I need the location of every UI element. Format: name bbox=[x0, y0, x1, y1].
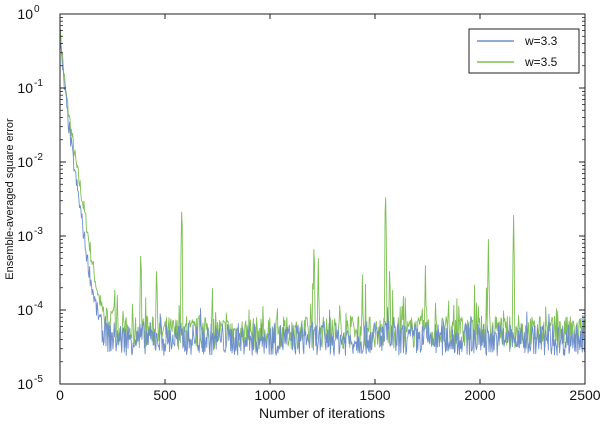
x-tick-label: 1500 bbox=[359, 387, 390, 403]
y-tick-label: 10 bbox=[17, 80, 33, 96]
y-tick-exponent: -4 bbox=[34, 300, 43, 311]
legend-box bbox=[468, 28, 580, 74]
legend-label-w33: w=3.3 bbox=[524, 34, 558, 48]
y-tick-label: 10 bbox=[17, 228, 33, 244]
x-axis-title: Number of iterations bbox=[259, 405, 385, 421]
series-line-w33 bbox=[59, 41, 586, 357]
x-ticks: 0 500 1000 1500 2000 2500 bbox=[56, 14, 601, 403]
y-tick-exponent: 0 bbox=[34, 4, 40, 15]
x-tick-label: 2500 bbox=[569, 387, 600, 403]
x-tick-label: 500 bbox=[153, 387, 177, 403]
y-tick-label: 10 bbox=[17, 154, 33, 170]
y-tick-label: 10 bbox=[17, 6, 33, 22]
y-tick-exponent: -5 bbox=[34, 374, 43, 385]
y-tick-exponent: -2 bbox=[34, 152, 43, 163]
y-tick-exponent: -1 bbox=[34, 78, 43, 89]
y-tick-label: 10 bbox=[17, 302, 33, 318]
series-line-w35 bbox=[59, 29, 586, 350]
x-tick-label: 1000 bbox=[254, 387, 285, 403]
y-tick-label: 10 bbox=[17, 376, 33, 392]
x-tick-label: 2000 bbox=[464, 387, 495, 403]
y-tick-exponent: -3 bbox=[34, 226, 43, 237]
legend-label-w35: w=3.5 bbox=[524, 55, 558, 69]
legend: w=3.3 w=3.5 bbox=[468, 28, 580, 74]
series-group bbox=[59, 29, 586, 357]
x-tick-label: 0 bbox=[56, 387, 64, 403]
axes-frame bbox=[59, 13, 586, 385]
y-axis-title: Ensemble-averaged square error bbox=[4, 118, 16, 280]
